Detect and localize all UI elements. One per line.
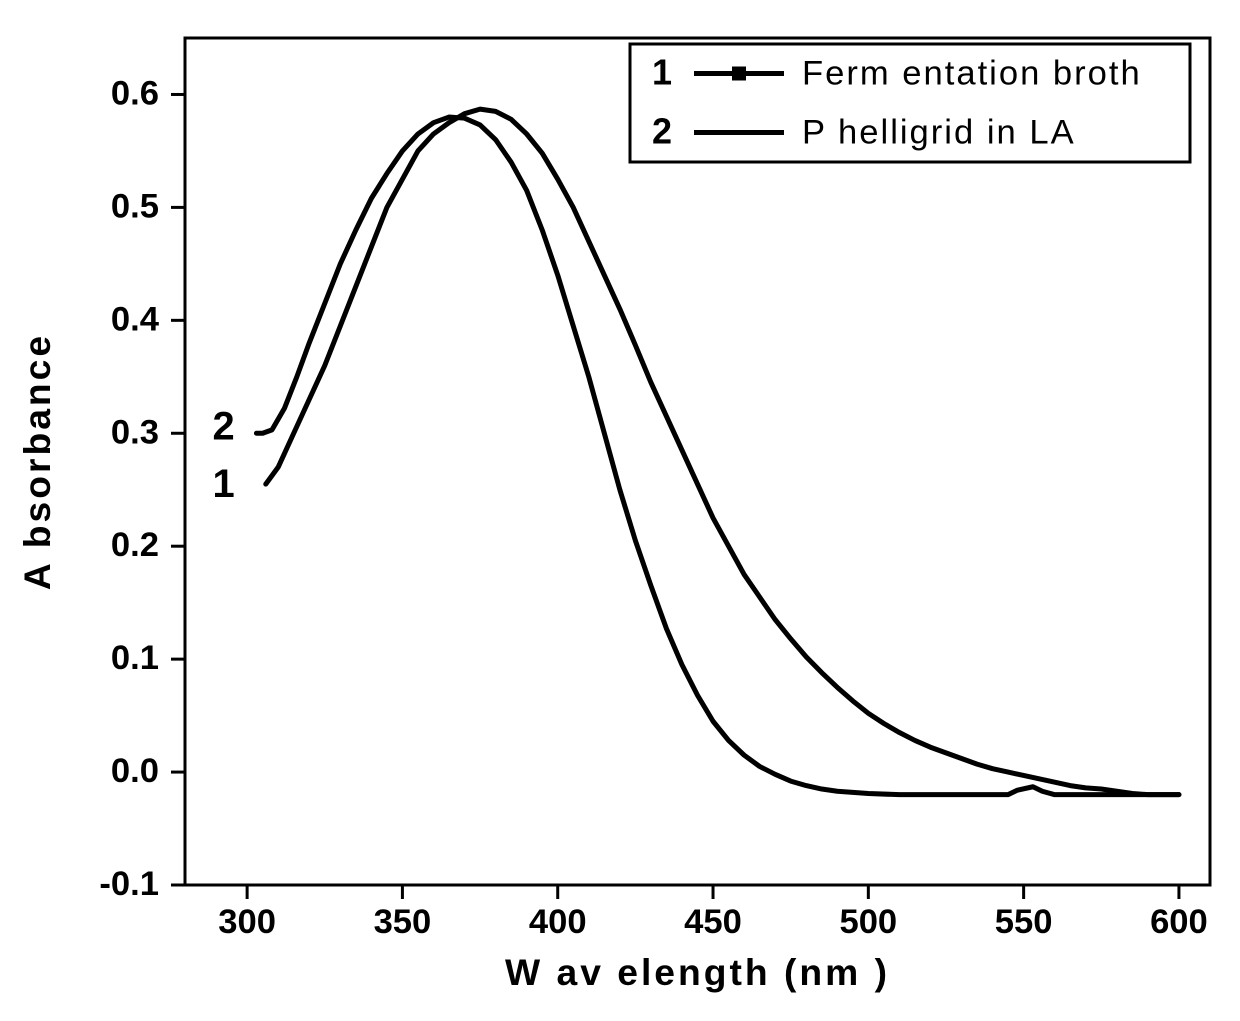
- y-tick-label: -0.1: [99, 865, 159, 903]
- x-axis-ticks: 300 350 400 450 500 550 600: [218, 885, 1208, 941]
- y-axis-ticks: -0.1 0.0 0.1 0.2 0.3 0.4 0.5 0.6: [99, 74, 185, 903]
- legend-item-number: 2: [652, 111, 672, 152]
- legend-item-label: Ferm entation broth: [802, 55, 1142, 93]
- series-2-line: [256, 117, 1179, 795]
- x-tick-label: 450: [684, 903, 742, 941]
- y-tick-label: 0.4: [111, 300, 160, 338]
- y-tick-label: 0.0: [111, 752, 159, 790]
- x-tick-label: 600: [1150, 903, 1208, 941]
- x-axis-label: W av elength (nm ): [505, 951, 890, 993]
- x-tick-label: 300: [218, 903, 276, 941]
- absorbance-spectrum-chart: 300 350 400 450 500 550 600 -0.1 0.0 0.1 0.2 0.3 0.…: [0, 0, 1240, 1021]
- chart-svg: 300 350 400 450 500 550 600 -0.1 0.0 0.1 0.2 0.3 0.…: [0, 0, 1240, 1021]
- x-tick-label: 350: [374, 903, 432, 941]
- plot-frame: [185, 38, 1210, 885]
- y-tick-label: 0.6: [111, 74, 159, 112]
- y-tick-label: 0.5: [111, 187, 159, 225]
- x-tick-label: 500: [839, 903, 897, 941]
- series-group: [256, 109, 1179, 795]
- inline-series-numbers: 21: [213, 405, 235, 507]
- legend-marker-square: [732, 67, 746, 81]
- y-axis-label: A bsorbance: [16, 333, 58, 590]
- series-number-label: 2: [213, 405, 235, 449]
- y-tick-label: 0.3: [111, 413, 159, 451]
- legend-item-number: 1: [652, 52, 672, 93]
- legend-item-label: P helligrid in LA: [802, 114, 1076, 152]
- y-tick-label: 0.2: [111, 526, 159, 564]
- x-tick-label: 550: [995, 903, 1053, 941]
- y-tick-label: 0.1: [111, 639, 159, 677]
- legend: 1 Ferm entation broth 2 P helligrid in LA: [630, 44, 1190, 162]
- x-tick-label: 400: [529, 903, 587, 941]
- series-number-label: 1: [213, 462, 235, 506]
- series-1-line: [266, 109, 1179, 795]
